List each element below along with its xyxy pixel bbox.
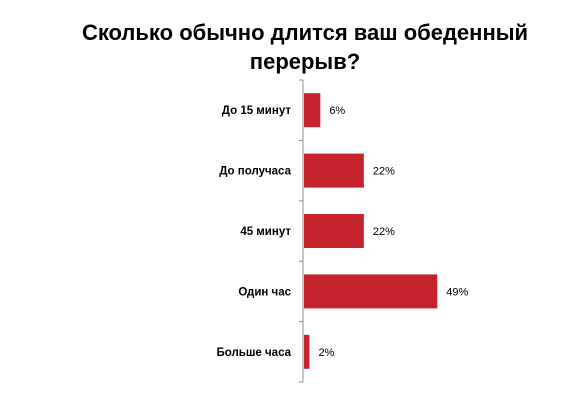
category-label: 45 минут <box>240 226 291 238</box>
category-label: До 15 минут <box>222 105 292 117</box>
bar <box>304 334 310 369</box>
value-label: 22% <box>373 166 395 178</box>
category-label: До получаса <box>219 166 291 178</box>
value-label: 49% <box>446 286 468 298</box>
bar <box>304 153 364 188</box>
value-labels: 6% 22% 22% 49% 2% <box>318 105 468 359</box>
category-label: Один час <box>238 286 291 298</box>
value-label: 22% <box>373 226 395 238</box>
bar <box>304 214 364 248</box>
value-label: 6% <box>329 105 345 117</box>
bar <box>304 93 321 128</box>
value-label: 2% <box>318 347 334 359</box>
chart-title: Сколько обычно длится ваш обеденный пере… <box>0 18 577 76</box>
axis-ticks <box>299 79 303 383</box>
bar <box>304 274 438 309</box>
category-labels: До 15 минут До получаса 45 минут Один час Бо… <box>216 105 291 359</box>
chart-title-line-2: перерыв? <box>249 49 361 74</box>
chart-title-line-1: Сколько обычно длится ваш обеденный <box>81 20 529 45</box>
category-label: Больше часа <box>216 347 291 359</box>
bars <box>304 93 438 369</box>
